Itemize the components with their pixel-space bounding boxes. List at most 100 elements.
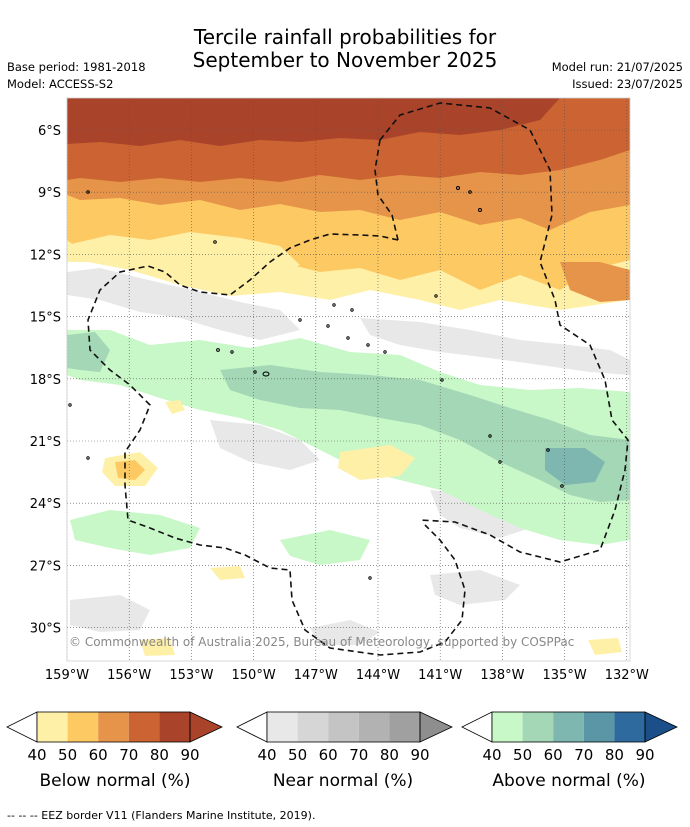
- below-40-patch-4: [210, 566, 245, 580]
- colorbar-segment: [492, 712, 523, 742]
- base-period-text: Base period: 1981-2018: [7, 60, 146, 74]
- colorbar-segment: [328, 712, 359, 742]
- lon-label: 153°W: [169, 668, 213, 683]
- colorbar-tick-label: 40: [482, 746, 501, 764]
- grid-lines: [66, 98, 630, 661]
- colorbar-above-title: Above normal (%): [492, 771, 646, 791]
- lat-label: 6°S: [38, 124, 61, 139]
- lat-label: 12°S: [30, 248, 61, 263]
- colorbar-tick-label: 70: [574, 746, 593, 764]
- plot-frame: [66, 97, 631, 662]
- colorbar-tick-label: 60: [319, 746, 338, 764]
- colorbar-left-arrow: [6, 711, 38, 743]
- colorbar-segment: [37, 712, 68, 742]
- colorbar-below-title: Below normal (%): [39, 771, 191, 791]
- colorbar-tick-label: 70: [349, 746, 368, 764]
- colorbar-tick-label: 80: [605, 746, 624, 764]
- colorbar-tick-label: 60: [89, 746, 108, 764]
- below-40-patch-2: [338, 445, 415, 480]
- colorbar-left-arrow: [236, 711, 268, 743]
- meta-left: Base period: 1981-2018 Model: ACCESS-S2: [7, 59, 146, 93]
- map-title-line1: Tercile rainfall probabilities for: [193, 25, 497, 49]
- above-40-band: [67, 330, 630, 545]
- colorbar-tick-label: 70: [119, 746, 138, 764]
- above-50-band: [67, 332, 630, 502]
- colorbar-tick-label: 60: [544, 746, 563, 764]
- below-40-patch-5: [588, 638, 622, 655]
- colorbar-segment: [128, 712, 160, 742]
- rainfall-map: © Commonwealth of Australia 2025, Bureau…: [30, 97, 649, 683]
- near-40-patch-f: [430, 570, 520, 605]
- colorbar-below: 40 50 60 70 80 90: [6, 711, 223, 764]
- colorbar-segment: [358, 712, 390, 742]
- below-40-patch-6: [140, 638, 175, 656]
- lat-label: 30°S: [30, 622, 61, 637]
- colorbar-segment: [389, 712, 420, 742]
- map-title-line2: September to November 2025: [192, 48, 498, 72]
- lat-label: 18°S: [30, 373, 61, 388]
- eez-borders: [87, 102, 629, 656]
- lon-label: 159°W: [45, 668, 89, 683]
- below-40-patch-3: [165, 400, 185, 414]
- colorbar-tick-label: 90: [635, 746, 654, 764]
- colorbar-left-arrow: [461, 711, 493, 743]
- colorbar-tick-label: 80: [380, 746, 399, 764]
- colorbar-segment: [67, 712, 99, 742]
- lon-label: 144°W: [356, 668, 400, 683]
- colorbar-outline: [266, 711, 421, 743]
- below-80-region: [67, 98, 560, 146]
- model-run-text: Model run: 21/07/2025: [551, 60, 683, 74]
- colorbar-near: 40 50 60 70 80 90: [236, 711, 453, 764]
- colorbar-above: 40 50 60 70 80 90: [461, 711, 678, 764]
- colorbar-segment: [553, 712, 584, 742]
- colorbar-tick-label: 50: [58, 746, 77, 764]
- lat-label: 21°S: [30, 435, 61, 450]
- copyright-text: © Commonwealth of Australia 2025, Bureau…: [69, 635, 574, 649]
- colorbar-segment: [98, 712, 129, 742]
- lat-label: 27°S: [30, 559, 61, 574]
- colorbar-right-arrow: [189, 711, 223, 743]
- lat-label: 24°S: [30, 497, 61, 512]
- near-40-patch-a: [67, 268, 300, 340]
- colorbar-tick-label: 50: [288, 746, 307, 764]
- colorbar-segment: [522, 712, 554, 742]
- colorbar-tick-label: 90: [180, 746, 199, 764]
- issued-text: Issued: 23/07/2025: [572, 77, 683, 91]
- lon-labels: 159°W 156°W 153°W 150°W 147°W 144°W 141°W 138°W…: [45, 668, 649, 683]
- near-40-patch-c: [210, 420, 320, 470]
- above-60-patch: [545, 448, 605, 485]
- colorbar-tick-label: 90: [410, 746, 429, 764]
- footer-eez-note: -- -- -- EEZ border V11 (Flanders Marine…: [7, 809, 316, 822]
- lat-label: 9°S: [38, 186, 61, 201]
- lon-label: 147°W: [294, 668, 338, 683]
- below-50-patch-1: [115, 460, 145, 480]
- lat-labels: 6°S 9°S 12°S 15°S 18°S 21°S 24°S 27°S 30°S: [30, 124, 61, 637]
- colorbar-segment: [159, 712, 190, 742]
- near-40-patch-b: [360, 318, 630, 375]
- colorbar-tick-label: 40: [257, 746, 276, 764]
- colorbar-outline: [491, 711, 646, 743]
- colorbar-segment: [267, 712, 298, 742]
- lon-label: 135°W: [543, 668, 587, 683]
- below-40-patch-south: [67, 232, 300, 288]
- meta-right: Model run: 21/07/2025 Issued: 23/07/2025: [552, 59, 683, 93]
- eez-border-stub: [374, 139, 399, 241]
- lon-label: 132°W: [605, 668, 649, 683]
- lat-label: 15°S: [30, 311, 61, 326]
- map-fields: [67, 98, 630, 661]
- model-text: Model: ACCESS-S2: [7, 77, 114, 91]
- colorbar-segment: [297, 712, 329, 742]
- near-40-patch-e: [70, 595, 150, 632]
- colorbar-near-title: Near normal (%): [272, 771, 414, 791]
- above-40-patch-south: [70, 510, 200, 555]
- lon-label: 141°W: [418, 668, 462, 683]
- lon-label: 150°W: [232, 668, 276, 683]
- colorbar-tick-label: 50: [513, 746, 532, 764]
- lon-label: 138°W: [480, 668, 524, 683]
- above-40-patch-west: [280, 530, 370, 565]
- colorbar-segment: [614, 712, 645, 742]
- colorbar-segment: [583, 712, 615, 742]
- near-40-patch-g: [310, 620, 380, 645]
- colorbar-tick-label: 80: [150, 746, 169, 764]
- eez-border-cook-islands-north: [379, 102, 629, 563]
